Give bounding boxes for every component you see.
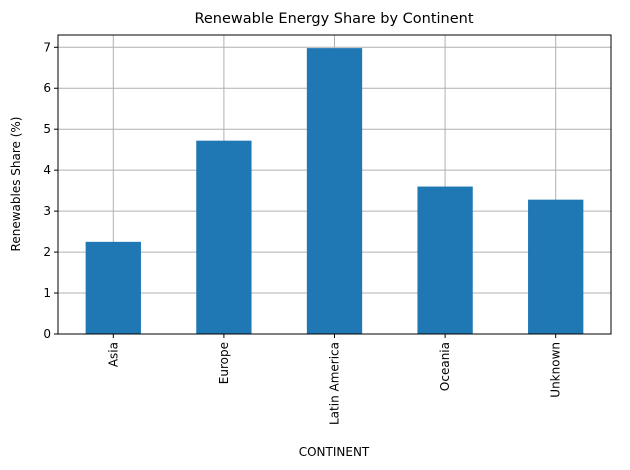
y-tick-label: 7: [43, 40, 51, 54]
bar-unknown: [528, 199, 584, 334]
x-tick-label: Unknown: [549, 342, 563, 398]
x-tick-label: Asia: [106, 342, 120, 367]
y-tick-label: 1: [43, 286, 51, 300]
x-tick-label: Latin America: [328, 342, 342, 425]
x-tick-label: Europe: [217, 342, 231, 384]
y-tick-label: 0: [43, 327, 51, 341]
y-tick-label: 4: [43, 163, 51, 177]
y-tick-label: 6: [43, 81, 51, 95]
y-axis-label: Renewables Share (%): [9, 117, 23, 252]
chart-title: Renewable Energy Share by Continent: [194, 11, 473, 27]
x-tick-label: Oceania: [438, 342, 452, 391]
y-tick-label: 3: [43, 204, 51, 218]
y-axis-ticks: 0 1 2 3 4 5 6 7: [43, 40, 58, 341]
bar-latin-america: [306, 48, 363, 335]
bars: [85, 48, 584, 335]
y-tick-label: 5: [43, 122, 51, 136]
bar-europe: [196, 140, 252, 334]
x-axis-label: CONTINENT: [299, 445, 370, 459]
y-tick-label: 2: [43, 245, 51, 259]
bar-oceania: [417, 186, 473, 334]
bar-asia: [85, 241, 141, 334]
x-axis-ticks: Asia Europe Latin America Oceania Unknown: [106, 334, 563, 425]
